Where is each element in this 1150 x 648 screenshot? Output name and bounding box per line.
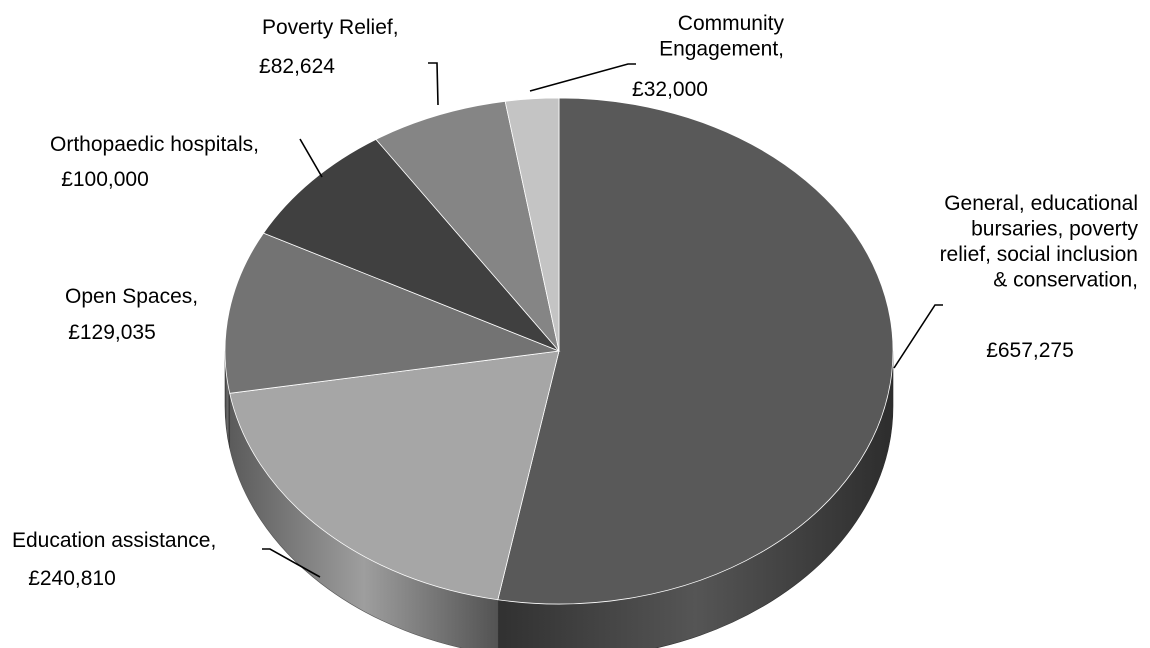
data-value-4: £82,624 bbox=[259, 55, 335, 78]
data-label-3: Orthopaedic hospitals, bbox=[50, 133, 259, 156]
data-label-5: Community Engagement, bbox=[659, 12, 784, 61]
pie-slice-5 bbox=[504, 97, 560, 352]
pie-slice-3 bbox=[262, 138, 560, 352]
pie-slice-1 bbox=[229, 350, 560, 601]
pie-slice-4 bbox=[375, 100, 560, 352]
data-value-1: £240,810 bbox=[28, 567, 116, 590]
data-label-0: General, educational bursaries, poverty re… bbox=[940, 192, 1139, 292]
leader-line-5 bbox=[529, 63, 636, 92]
leader-line-1 bbox=[262, 548, 321, 578]
data-label-2: Open Spaces, bbox=[65, 285, 198, 308]
leader-line-3 bbox=[299, 138, 323, 178]
data-value-0: £657,275 bbox=[986, 339, 1074, 362]
leader-lines bbox=[262, 62, 943, 578]
leader-line-0 bbox=[893, 304, 943, 369]
leader-line-4 bbox=[428, 62, 439, 106]
pie-slice-2 bbox=[224, 232, 561, 394]
data-labels: General, educational bursaries, poverty re… bbox=[12, 12, 1138, 590]
data-value-2: £129,035 bbox=[68, 321, 156, 344]
pie-slice-0 bbox=[497, 97, 894, 605]
data-label-4: Poverty Relief, bbox=[262, 16, 399, 39]
data-value-3: £100,000 bbox=[61, 168, 149, 191]
pie-slices bbox=[224, 97, 894, 605]
data-label-1: Education assistance, bbox=[12, 529, 216, 552]
data-value-5: £32,000 bbox=[632, 78, 708, 101]
